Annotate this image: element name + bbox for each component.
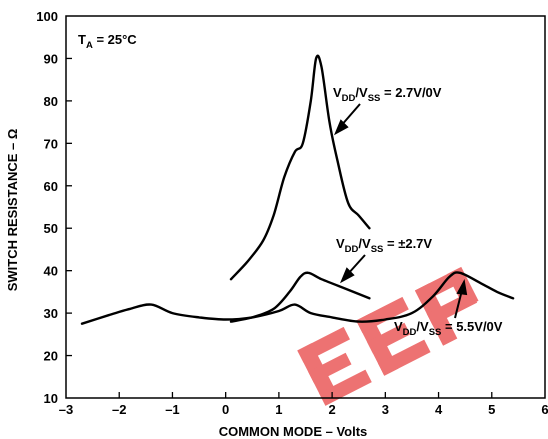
y-tick-label: 40 — [44, 264, 58, 279]
x-tick-label: –1 — [165, 402, 179, 417]
arrow-head-pm2-7v — [339, 267, 355, 284]
annotation-arrows — [333, 103, 468, 319]
series-lines — [80, 54, 515, 325]
y-tick-label: 100 — [36, 9, 58, 24]
y-tick-label: 60 — [44, 179, 58, 194]
y-tick-label: 50 — [44, 221, 58, 236]
axis-ticks — [66, 57, 493, 398]
x-tick-label: 6 — [541, 402, 548, 417]
series-line-2 — [80, 271, 515, 325]
arrow-head-5-5v-0v — [456, 278, 468, 296]
label-series-pm2-7v: VDD/VSS = ±2.7V — [336, 236, 432, 255]
x-tick-label: 0 — [222, 402, 229, 417]
x-tick-label: –3 — [59, 402, 73, 417]
x-tick-label: 3 — [382, 402, 389, 417]
y-tick-label: 80 — [44, 94, 58, 109]
series-line-1 — [229, 271, 371, 323]
x-tick-label: 4 — [435, 402, 443, 417]
label-series-5-5v-0v: VDD/VSS = 5.5V/0V — [394, 319, 503, 338]
y-tick-label: 70 — [44, 136, 58, 151]
y-tick-label: 90 — [44, 51, 58, 66]
label-series-2-7v-0v: VDD/VSS = 2.7V/0V — [333, 85, 442, 104]
temperature-condition: TA = 25°C — [78, 32, 137, 51]
x-axis-label: COMMON MODE – Volts — [219, 424, 368, 439]
y-tick-label: 10 — [44, 391, 58, 406]
tick-labels: –3 –2 –1 0 1 2 3 4 5 6 10 20 30 40 50 60 70 80 90 100 — [36, 9, 548, 417]
arrow-head-2-7v-0v — [333, 119, 349, 136]
x-tick-label: –2 — [112, 402, 126, 417]
y-axis-label: SWITCH RESISTANCE – Ω — [5, 129, 20, 292]
series-line-0 — [229, 54, 371, 281]
arrow-5-5v-0v — [454, 289, 463, 319]
plot-frame — [65, 15, 546, 399]
x-tick-label: 1 — [275, 402, 282, 417]
y-tick-label: 30 — [44, 306, 58, 321]
x-tick-label: 2 — [328, 402, 335, 417]
x-tick-label: 5 — [488, 402, 495, 417]
y-tick-label: 20 — [44, 349, 58, 364]
